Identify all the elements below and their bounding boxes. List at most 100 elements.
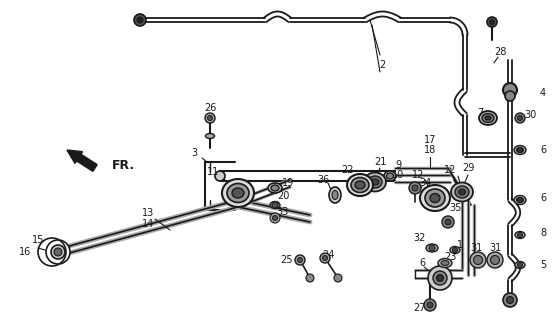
FancyArrow shape xyxy=(67,150,97,172)
Text: 26: 26 xyxy=(204,103,216,113)
Circle shape xyxy=(46,240,70,264)
Ellipse shape xyxy=(420,185,450,211)
Circle shape xyxy=(503,293,517,307)
Text: 28: 28 xyxy=(494,47,506,57)
Text: 11: 11 xyxy=(207,167,219,177)
Circle shape xyxy=(517,148,522,153)
Ellipse shape xyxy=(458,189,466,195)
Text: 10: 10 xyxy=(392,170,404,180)
Text: 27: 27 xyxy=(413,303,426,313)
Text: 15: 15 xyxy=(32,235,44,245)
Text: 33: 33 xyxy=(276,207,288,217)
Ellipse shape xyxy=(329,187,341,203)
Text: 34: 34 xyxy=(419,178,431,188)
Text: 6: 6 xyxy=(419,258,425,268)
Circle shape xyxy=(487,252,503,268)
Text: 25: 25 xyxy=(281,255,293,265)
Circle shape xyxy=(429,245,435,251)
Ellipse shape xyxy=(386,173,393,179)
Ellipse shape xyxy=(268,183,282,193)
Circle shape xyxy=(490,20,495,25)
Text: 36: 36 xyxy=(317,175,329,185)
Circle shape xyxy=(491,255,500,265)
Circle shape xyxy=(470,252,486,268)
Text: 23: 23 xyxy=(444,252,456,262)
Ellipse shape xyxy=(479,111,497,125)
Ellipse shape xyxy=(232,188,244,198)
Circle shape xyxy=(272,202,278,208)
Ellipse shape xyxy=(517,148,523,153)
Circle shape xyxy=(507,297,513,303)
Ellipse shape xyxy=(455,186,469,198)
Ellipse shape xyxy=(368,176,382,188)
Circle shape xyxy=(297,258,302,262)
Ellipse shape xyxy=(441,260,449,266)
Circle shape xyxy=(306,274,314,282)
Circle shape xyxy=(517,233,522,237)
Text: 14: 14 xyxy=(142,219,154,229)
Ellipse shape xyxy=(347,174,373,196)
Circle shape xyxy=(445,219,451,225)
Circle shape xyxy=(322,255,327,260)
Circle shape xyxy=(503,83,517,97)
Text: 20: 20 xyxy=(277,191,289,201)
Text: 31: 31 xyxy=(470,243,482,253)
Text: 35: 35 xyxy=(450,203,462,213)
Text: 21: 21 xyxy=(374,157,386,167)
Text: 3: 3 xyxy=(191,148,197,158)
Circle shape xyxy=(273,215,278,220)
Circle shape xyxy=(334,274,342,282)
Text: 9: 9 xyxy=(395,160,401,170)
Circle shape xyxy=(517,262,522,268)
Ellipse shape xyxy=(482,114,494,123)
Text: 6: 6 xyxy=(540,193,546,203)
Circle shape xyxy=(208,116,213,121)
Text: 2: 2 xyxy=(379,60,385,70)
Text: 24: 24 xyxy=(322,250,334,260)
Circle shape xyxy=(515,113,525,123)
Ellipse shape xyxy=(426,244,438,252)
Text: 8: 8 xyxy=(540,228,546,238)
Circle shape xyxy=(427,302,433,308)
Text: 29: 29 xyxy=(462,163,474,173)
Ellipse shape xyxy=(364,172,386,191)
Ellipse shape xyxy=(517,197,523,203)
Circle shape xyxy=(270,213,280,223)
Ellipse shape xyxy=(515,231,525,238)
Ellipse shape xyxy=(514,146,526,155)
Circle shape xyxy=(51,245,65,259)
Ellipse shape xyxy=(351,178,369,193)
Ellipse shape xyxy=(355,181,365,189)
Ellipse shape xyxy=(451,182,473,202)
Circle shape xyxy=(517,116,522,121)
Ellipse shape xyxy=(215,171,225,181)
Circle shape xyxy=(473,255,482,265)
Ellipse shape xyxy=(270,202,280,209)
Ellipse shape xyxy=(514,196,526,204)
Text: 16: 16 xyxy=(19,247,31,257)
Text: 19: 19 xyxy=(282,178,294,188)
Text: 13: 13 xyxy=(142,208,154,218)
Text: 17: 17 xyxy=(424,135,436,145)
Text: FR.: FR. xyxy=(112,158,135,172)
Circle shape xyxy=(428,266,452,290)
Text: 22: 22 xyxy=(342,165,354,175)
Text: 31: 31 xyxy=(489,243,501,253)
Circle shape xyxy=(436,275,443,282)
Text: 6: 6 xyxy=(540,145,546,155)
Text: 18: 18 xyxy=(424,145,436,155)
Text: 12: 12 xyxy=(412,170,424,180)
Ellipse shape xyxy=(222,179,254,207)
Circle shape xyxy=(54,248,62,256)
Ellipse shape xyxy=(371,179,379,185)
Circle shape xyxy=(137,17,143,23)
Ellipse shape xyxy=(271,185,279,191)
Circle shape xyxy=(517,197,522,203)
Text: 1: 1 xyxy=(457,240,463,250)
Circle shape xyxy=(424,299,436,311)
Text: 32: 32 xyxy=(414,233,426,243)
Circle shape xyxy=(320,253,330,263)
Text: 7: 7 xyxy=(477,108,483,118)
Text: 5: 5 xyxy=(540,260,546,270)
Ellipse shape xyxy=(485,116,491,120)
